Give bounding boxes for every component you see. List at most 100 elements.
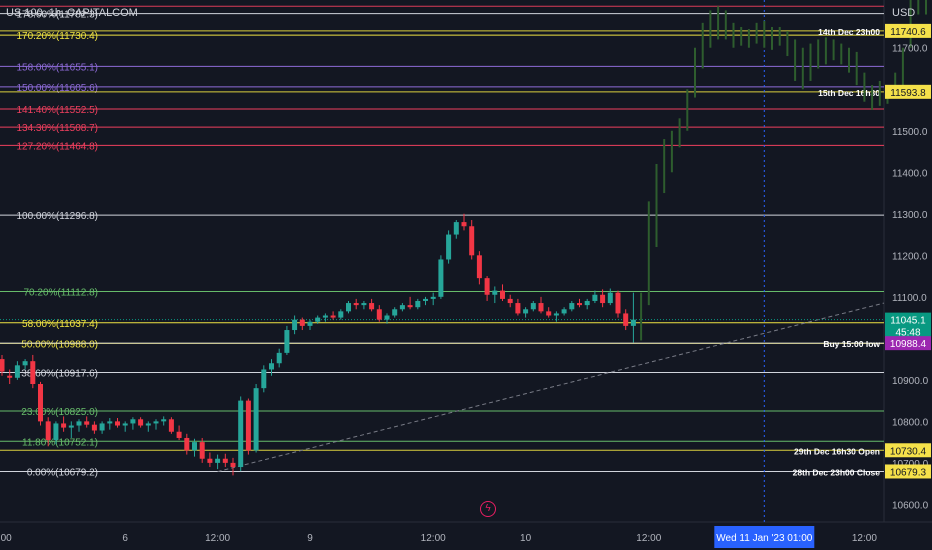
- candle-body: [530, 303, 536, 310]
- fib-level-label: 100.00%(11296.8): [16, 211, 98, 222]
- fib-level-label: 141.40%(11552.5): [16, 105, 98, 116]
- price-tick-label: 10800.0: [892, 417, 929, 428]
- candle-body: [369, 303, 375, 310]
- price-tick-label: 11400.0: [892, 168, 928, 179]
- price-tick-label: 10700.0: [892, 459, 929, 470]
- candle-body: [84, 421, 90, 425]
- horizontal-line-label: 14th Dec 23h00: [818, 27, 880, 37]
- candle-body: [0, 359, 5, 372]
- time-tick-label: 12:00: [636, 533, 661, 544]
- crosshair-time-label: Wed 11 Jan '23 01:00: [716, 533, 812, 544]
- fib-level-label: 50.00%(10988.0): [21, 339, 98, 350]
- candle-body: [38, 384, 43, 422]
- trendline: [217, 302, 885, 473]
- candle-body: [138, 419, 144, 426]
- candle-body: [453, 222, 459, 235]
- candle-body: [91, 424, 97, 431]
- candle-body: [630, 319, 636, 326]
- candle-body: [546, 311, 552, 316]
- price-badge-text: 11740.6: [890, 27, 926, 38]
- fib-level-label: 150.00%(11605.6): [16, 83, 98, 94]
- candle-body: [430, 296, 436, 299]
- price-tick-label: 10600.0: [892, 500, 929, 511]
- candle-body: [153, 421, 159, 424]
- fib-level-label: 170.20%(11730.4): [16, 31, 98, 42]
- candle-body: [61, 423, 67, 428]
- price-tick-label: 11500.0: [892, 127, 928, 138]
- candle-body: [423, 298, 428, 301]
- candle-body: [523, 309, 529, 314]
- candle-body: [338, 311, 344, 318]
- candle-body: [238, 400, 244, 468]
- time-tick-label: 12:00: [205, 533, 230, 544]
- candle-body: [569, 303, 575, 310]
- candle-body: [315, 317, 321, 322]
- time-tick-label: 9: [307, 533, 313, 544]
- candle-body: [168, 419, 174, 432]
- fib-level-label: 178.60%(11782.3): [16, 10, 98, 21]
- crosshair-time-badge: [714, 526, 815, 548]
- candle-body: [469, 226, 475, 256]
- lightning-bolt-icon[interactable]: ϟ: [480, 501, 496, 517]
- candle-body: [284, 330, 290, 353]
- candle-body: [507, 298, 513, 304]
- price-tick-label: 11200.0: [892, 251, 928, 262]
- price-badge-text: 11593.8: [890, 88, 926, 99]
- candle-body: [353, 303, 359, 306]
- horizontal-line-label: 28th Dec 23h00 Close: [793, 467, 881, 477]
- symbol-title[interactable]: US 100, 1h, CAPITALCOM: [6, 7, 138, 19]
- candle-body: [45, 421, 51, 441]
- candle-body: [269, 363, 274, 370]
- time-tick-label: 12:00: [852, 533, 877, 544]
- candle-body: [53, 423, 59, 441]
- candle-body: [115, 421, 120, 426]
- candle-body: [553, 313, 559, 316]
- price-badge-text: 11045.1: [890, 316, 926, 327]
- candle-body: [392, 309, 398, 316]
- candle-body: [577, 303, 582, 306]
- time-tick-label: 10: [520, 533, 532, 544]
- candle-body: [615, 292, 621, 314]
- price-badge: [885, 443, 931, 458]
- price-badge: [885, 312, 931, 339]
- candle-body: [561, 309, 567, 314]
- price-badge: [885, 464, 931, 479]
- candle-body: [346, 303, 351, 312]
- price-tick-label: 11700.0: [892, 44, 928, 55]
- fib-level-label: 158.00%(11655.1): [16, 62, 98, 73]
- candle-body: [322, 315, 328, 318]
- candle-body: [399, 305, 405, 310]
- candle-body: [299, 319, 305, 326]
- candle-body: [107, 421, 113, 424]
- candle-body: [492, 290, 498, 295]
- candle-body: [68, 425, 74, 428]
- fib-level-label: 134.30%(11508.7): [16, 123, 98, 134]
- candle-body: [199, 442, 205, 459]
- price-badge-text: 10679.3: [890, 467, 927, 478]
- time-tick-label: 2:00: [0, 533, 12, 544]
- fib-level-label: 38.60%(10917.6): [21, 369, 98, 380]
- candle-body: [307, 321, 313, 326]
- horizontal-line-label: Buy 15:00 low: [823, 339, 880, 349]
- candle-body: [276, 352, 282, 364]
- candle-body: [122, 423, 128, 426]
- candle-body: [161, 419, 167, 422]
- candle-body: [623, 313, 629, 326]
- candle-body: [99, 423, 105, 431]
- candle-body: [461, 222, 467, 227]
- candle-body: [476, 255, 482, 279]
- fib-level-label: 70.20%(11112.8): [24, 288, 99, 299]
- price-badge-countdown: 45:48: [895, 328, 920, 339]
- time-tick-label: 6: [122, 533, 128, 544]
- currency-label: USD: [892, 7, 916, 19]
- candle-body: [361, 303, 367, 306]
- candle-body: [7, 375, 13, 378]
- candle-body: [330, 315, 336, 318]
- fib-level-label: 23.60%(10825.0): [21, 407, 98, 418]
- candle-body: [261, 369, 267, 389]
- fib-level-label: 58.00%(11037.4): [22, 319, 98, 330]
- candle-body: [438, 259, 444, 297]
- candle-body: [538, 303, 544, 312]
